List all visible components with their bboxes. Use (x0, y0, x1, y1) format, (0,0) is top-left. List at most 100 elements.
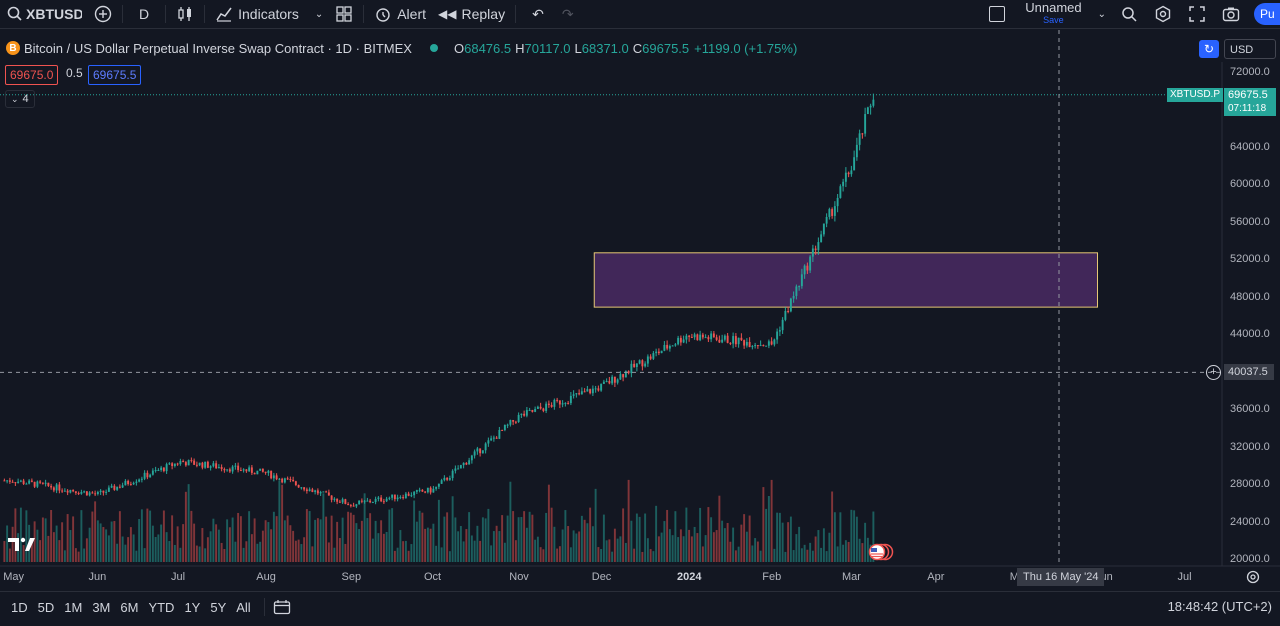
candle (710, 330, 713, 343)
currency-select[interactable]: USD (1224, 39, 1276, 59)
candle (523, 410, 526, 417)
tradingview-logo[interactable] (8, 536, 38, 552)
volume-bar (853, 510, 856, 562)
candle (657, 348, 660, 356)
candle (765, 345, 768, 347)
interval-button[interactable]: D (127, 0, 161, 28)
volume-bar (179, 547, 182, 562)
volume-bar (454, 517, 457, 562)
volume-bar (470, 535, 473, 562)
candle (66, 489, 69, 496)
candle (798, 285, 801, 291)
replay-button[interactable]: ◀◀ Replay (432, 0, 511, 28)
auto-scale-button[interactable]: ↻ (1199, 40, 1219, 58)
alert-button[interactable]: Alert (368, 0, 432, 28)
symbol-search-button[interactable]: XBTUSD.P (0, 0, 88, 28)
volume-bar (756, 541, 759, 562)
compare-button[interactable] (88, 0, 118, 28)
quick-search-button[interactable] (1112, 0, 1146, 28)
candle (539, 402, 542, 410)
candle (853, 150, 856, 171)
sell-price-button[interactable]: 69675.0 (5, 65, 59, 85)
range-ytd[interactable]: YTD (148, 599, 175, 615)
candle (696, 333, 699, 341)
candle (88, 491, 91, 497)
volume-bar (806, 549, 809, 562)
candle (415, 489, 418, 495)
range-6m[interactable]: 6M (120, 599, 139, 615)
candle (721, 334, 724, 344)
volume-bar (437, 499, 440, 562)
volume-bar (572, 530, 575, 562)
range-1y[interactable]: 1Y (184, 599, 201, 615)
add-alert-plus-icon[interactable]: + (1206, 365, 1221, 381)
indicators-button[interactable]: Indicators ⌄ (209, 0, 329, 28)
volume-bar (440, 547, 443, 562)
candle (869, 103, 872, 115)
undo-button[interactable]: ↶ (520, 0, 556, 28)
candle (701, 332, 704, 340)
volume-bar (316, 518, 319, 562)
economic-events-icon[interactable] (866, 543, 894, 561)
range-5d[interactable]: 5D (37, 599, 55, 615)
indicators-collapse-button[interactable]: ⌄ 4 (5, 90, 35, 108)
layout-menu-chevron[interactable]: ⌄ (1092, 0, 1112, 28)
candle (820, 230, 823, 243)
volume-bar (91, 511, 94, 562)
candle (132, 481, 135, 485)
layout-name-button[interactable]: Unnamed Save (1011, 0, 1091, 28)
candle (171, 462, 174, 470)
publish-button[interactable]: Pu (1254, 3, 1280, 25)
volume-bar (388, 509, 391, 562)
candle (212, 460, 215, 468)
candle (319, 490, 322, 497)
layout-toggle[interactable] (983, 0, 1011, 28)
candle (446, 477, 449, 482)
price-tick-label: 60000.0 (1230, 178, 1270, 191)
candle (292, 476, 295, 482)
candle (613, 376, 616, 387)
volume-bar (314, 519, 317, 562)
volume-bar (800, 548, 803, 562)
axis-settings-button[interactable] (1246, 570, 1260, 584)
redo-button[interactable]: ↷ (556, 0, 580, 28)
fullscreen-button[interactable] (1180, 0, 1214, 28)
candle (105, 489, 108, 496)
volume-bar (327, 542, 330, 562)
candle (528, 407, 531, 411)
candle (534, 406, 537, 413)
snapshot-button[interactable] (1214, 0, 1248, 28)
candle (413, 490, 416, 499)
range-5y[interactable]: 5Y (210, 599, 227, 615)
buy-price-button[interactable]: 69675.5 (88, 65, 142, 85)
range-1m[interactable]: 1M (64, 599, 83, 615)
instrument-title[interactable]: Bitcoin / US Dollar Perpetual Inverse Sw… (24, 40, 412, 56)
range-all[interactable]: All (236, 599, 251, 615)
candle (743, 339, 746, 349)
candle (602, 379, 605, 384)
currency-label: USD (1230, 44, 1254, 56)
volume-bar (597, 547, 600, 562)
volume-bar (641, 551, 644, 562)
candle (704, 334, 707, 339)
volume-bar (795, 534, 798, 562)
volume-bar (831, 491, 834, 562)
volume-bar (745, 531, 748, 562)
supply-zone-rectangle[interactable] (593, 252, 1098, 308)
candle (314, 489, 317, 495)
templates-button[interactable] (329, 0, 359, 28)
last-price-label: 69675.5 07:11:18 (1224, 87, 1276, 116)
volume-bar (369, 513, 372, 562)
range-1d[interactable]: 1D (11, 599, 28, 615)
chart-type-button[interactable] (170, 0, 200, 28)
range-3m[interactable]: 3M (92, 599, 111, 615)
settings-button[interactable] (1146, 0, 1180, 28)
indicators-icon (216, 7, 232, 22)
volume-bar (3, 541, 6, 562)
date-range-button[interactable] (273, 599, 291, 615)
clock-timezone[interactable]: 18:48:42 (UTC+2) (1167, 599, 1272, 614)
candle (806, 262, 809, 274)
candle (55, 483, 58, 494)
volume-bar (630, 520, 633, 562)
